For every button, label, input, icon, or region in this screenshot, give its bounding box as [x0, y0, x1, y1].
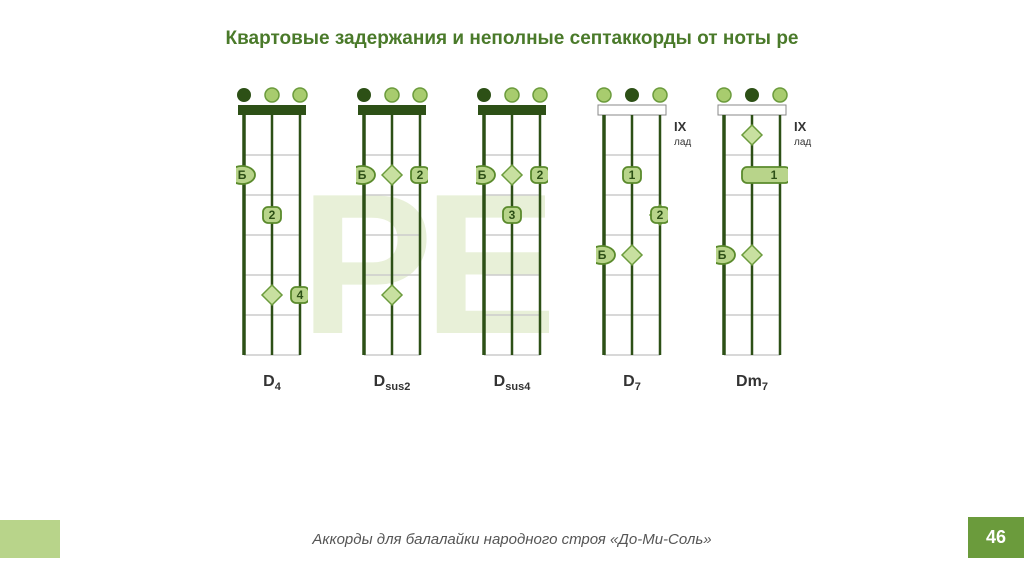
chord-name-label: Dsus2 [374, 373, 411, 393]
page-title: Квартовые задержания и неполные септакко… [0, 28, 1024, 50]
svg-text:4: 4 [297, 288, 304, 302]
svg-text:Б: Б [238, 168, 247, 182]
chord-grid: Б 2 4 [236, 85, 308, 361]
chord-name-label: Dm7 [736, 373, 768, 393]
chord-grid: Б2 [356, 85, 428, 361]
chord-grid: 1 2 Б [596, 85, 668, 361]
svg-text:2: 2 [269, 208, 276, 222]
svg-text:2: 2 [657, 208, 664, 222]
chord-diagram: IXлад12БD7 [596, 85, 668, 393]
chord-diagram: Б 2 4 D4 [236, 85, 308, 393]
svg-text:3: 3 [509, 208, 516, 222]
footer-caption: Аккорды для балалайки народного строя «Д… [0, 531, 1024, 548]
left-accent-bar [0, 520, 60, 558]
fret-position-label: IXлад [794, 120, 811, 149]
svg-text:2: 2 [417, 168, 424, 182]
svg-text:Б: Б [478, 168, 487, 182]
svg-text:Б: Б [358, 168, 367, 182]
chord-name-label: D4 [263, 373, 281, 393]
chord-diagram: Б2Dsus2 [356, 85, 428, 393]
chord-name-label: D7 [623, 373, 641, 393]
chord-grid: Б 2 3 [476, 85, 548, 361]
svg-text:1: 1 [629, 168, 636, 182]
chord-charts-row: Б24D4Б2Dsus2Б23Dsus4IXлад12БD7IXлад1БDm7 [0, 85, 1024, 393]
chord-diagram: IXлад1БDm7 [716, 85, 788, 393]
page-number-badge: 46 [968, 517, 1024, 558]
svg-text:2: 2 [537, 168, 544, 182]
chord-name-label: Dsus4 [494, 373, 531, 393]
svg-text:1: 1 [771, 168, 778, 182]
fret-position-label: IXлад [674, 120, 691, 149]
chord-grid: 1Б [716, 85, 788, 361]
svg-text:Б: Б [598, 248, 607, 262]
svg-text:Б: Б [718, 248, 727, 262]
chord-diagram: Б 2 3 Dsus4 [476, 85, 548, 393]
